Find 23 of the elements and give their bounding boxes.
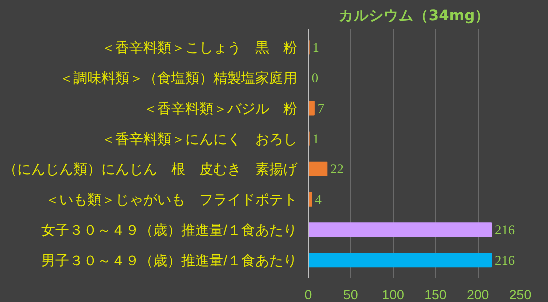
chart-title: カルシウム（34mg）: [338, 8, 490, 24]
y-tick-label: （にんじん類）にんじん 根 皮むき 素揚げ: [4, 161, 298, 178]
x-tick-label: 150: [424, 288, 447, 302]
data-label: 4: [315, 192, 322, 208]
data-label: 1: [312, 131, 320, 146]
x-tick-label: 250: [509, 288, 532, 302]
data-label: 22: [330, 162, 344, 177]
data-label: 216: [495, 252, 516, 268]
data-label: 216: [495, 222, 516, 238]
data-label: 1: [312, 40, 320, 56]
y-tick-label: ＜香辛料類＞こしょう 黒 粉: [102, 40, 298, 56]
x-tick-label: 50: [343, 288, 358, 302]
y-tick-label: ＜調味料類＞（食塩類）精製塩家庭用: [60, 70, 298, 86]
y-tick-label: ＜香辛料類＞にんにく おろし: [102, 130, 298, 147]
y-tick-label: 女子３０～４９（歳）推進量/１食あたり: [42, 222, 298, 238]
data-label: 7: [318, 100, 325, 116]
y-tick-label: 男子３０～４９（歳）推進量/１食あたり: [42, 252, 298, 268]
y-tick-label: ＜香辛料類＞バジル 粉: [144, 100, 298, 116]
x-tick-label: 200: [466, 288, 490, 302]
y-tick-label: ＜いも類＞じゃがいも フライドポテト: [46, 192, 298, 208]
data-label: 0: [312, 70, 319, 86]
x-tick-label: 0: [304, 288, 312, 302]
x-tick-label: 100: [382, 288, 404, 302]
